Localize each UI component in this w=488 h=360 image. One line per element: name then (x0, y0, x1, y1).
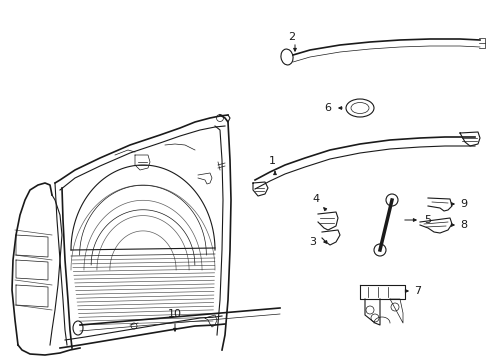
Ellipse shape (346, 99, 373, 117)
Text: 10: 10 (168, 309, 182, 319)
Circle shape (216, 114, 223, 122)
Circle shape (385, 194, 397, 206)
Text: 5: 5 (424, 215, 430, 225)
Ellipse shape (350, 103, 368, 113)
Text: 6: 6 (324, 103, 331, 113)
Circle shape (365, 306, 373, 314)
Text: 4: 4 (312, 194, 319, 204)
Ellipse shape (280, 49, 292, 65)
Circle shape (390, 303, 398, 311)
Ellipse shape (73, 321, 83, 335)
Text: 9: 9 (460, 199, 467, 209)
Circle shape (370, 314, 378, 322)
Text: 8: 8 (460, 220, 467, 230)
Text: 1: 1 (268, 156, 275, 166)
Text: 2: 2 (288, 32, 295, 42)
Circle shape (131, 323, 137, 329)
Text: 7: 7 (414, 286, 421, 296)
Text: 3: 3 (309, 237, 316, 247)
Circle shape (373, 244, 385, 256)
